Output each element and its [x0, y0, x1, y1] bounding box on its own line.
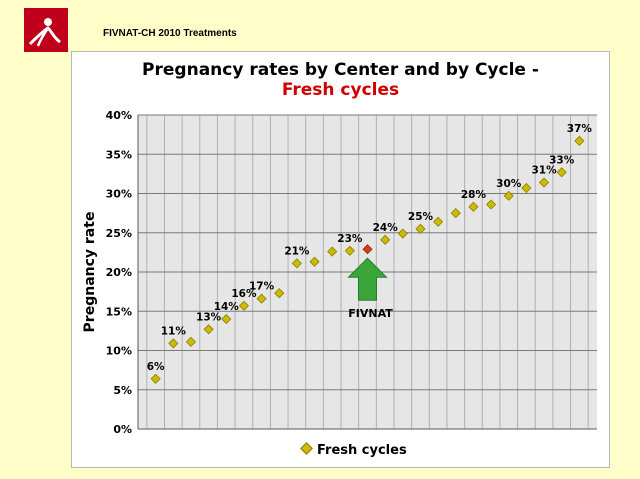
data-point — [574, 135, 585, 146]
data-point — [344, 245, 355, 256]
data-point — [415, 223, 426, 234]
y-tick-label: 15% — [106, 305, 132, 318]
data-label: 25% — [408, 211, 434, 223]
data-point — [185, 336, 197, 347]
data-label: 28% — [461, 189, 487, 201]
data-label: 17% — [249, 281, 275, 293]
data-point — [538, 177, 550, 188]
y-tick-label: 25% — [106, 227, 132, 240]
data-point — [221, 314, 232, 325]
chart-subtitle: Fresh cycles — [281, 80, 400, 100]
data-point — [397, 228, 408, 239]
data-point — [256, 293, 267, 304]
scatter-plot: 0% 5% 10% 15% 20% 25% 30% 35% 40% Pregnancy rate F… — [82, 109, 597, 436]
highlight-annotation: FIVNAT — [348, 307, 393, 320]
y-axis-title: Pregnancy rate — [82, 212, 98, 333]
legend: Fresh cycles — [300, 442, 407, 458]
data-point — [362, 244, 373, 255]
y-tick-label: 0% — [113, 423, 132, 436]
y-tick-label: 5% — [113, 384, 132, 397]
data-point — [203, 324, 214, 335]
data-point — [503, 190, 514, 201]
data-label: 21% — [284, 245, 310, 257]
data-label: 37% — [567, 123, 593, 135]
data-point — [168, 338, 179, 349]
data-point — [274, 288, 285, 299]
data-point — [291, 258, 302, 269]
data-point — [327, 246, 338, 257]
data-label: 33% — [549, 154, 575, 166]
data-point — [450, 208, 461, 219]
chart-container: Pregnancy rates by Center and by Cycle -… — [71, 51, 610, 468]
data-point — [468, 201, 479, 212]
y-tick-label: 10% — [106, 345, 132, 358]
logo — [24, 8, 68, 52]
data-point — [521, 182, 532, 194]
data-label: 6% — [147, 361, 165, 373]
legend-marker-icon — [300, 442, 313, 455]
data-point — [486, 199, 497, 210]
header-title: FIVNAT-CH 2010 Treatments — [103, 28, 237, 39]
data-label: 13% — [196, 311, 222, 323]
logo-figure-icon — [28, 18, 61, 47]
data-point — [238, 300, 249, 311]
data-point — [150, 373, 161, 384]
chart-title: Pregnancy rates by Center and by Cycle -… — [72, 60, 609, 100]
highlight-arrow — [347, 257, 388, 301]
y-tick-label: 40% — [106, 109, 132, 122]
y-tick-label: 20% — [106, 266, 132, 279]
chart-title-line1: Pregnancy rates by Center and by Cycle - — [142, 60, 539, 80]
data-label: 31% — [531, 165, 557, 177]
data-point — [556, 167, 567, 178]
y-tick-label: 30% — [106, 188, 132, 201]
data-label: 24% — [373, 222, 399, 234]
data-point — [433, 216, 444, 227]
data-point — [380, 234, 391, 245]
data-label: 16% — [231, 288, 257, 300]
legend-label: Fresh cycles — [317, 443, 407, 458]
y-tick-label: 35% — [106, 148, 132, 161]
data-label: 14% — [214, 301, 240, 313]
data-label: 11% — [161, 325, 187, 337]
data-point — [309, 256, 320, 267]
data-label: 30% — [496, 178, 522, 190]
data-label: 23% — [337, 233, 363, 245]
